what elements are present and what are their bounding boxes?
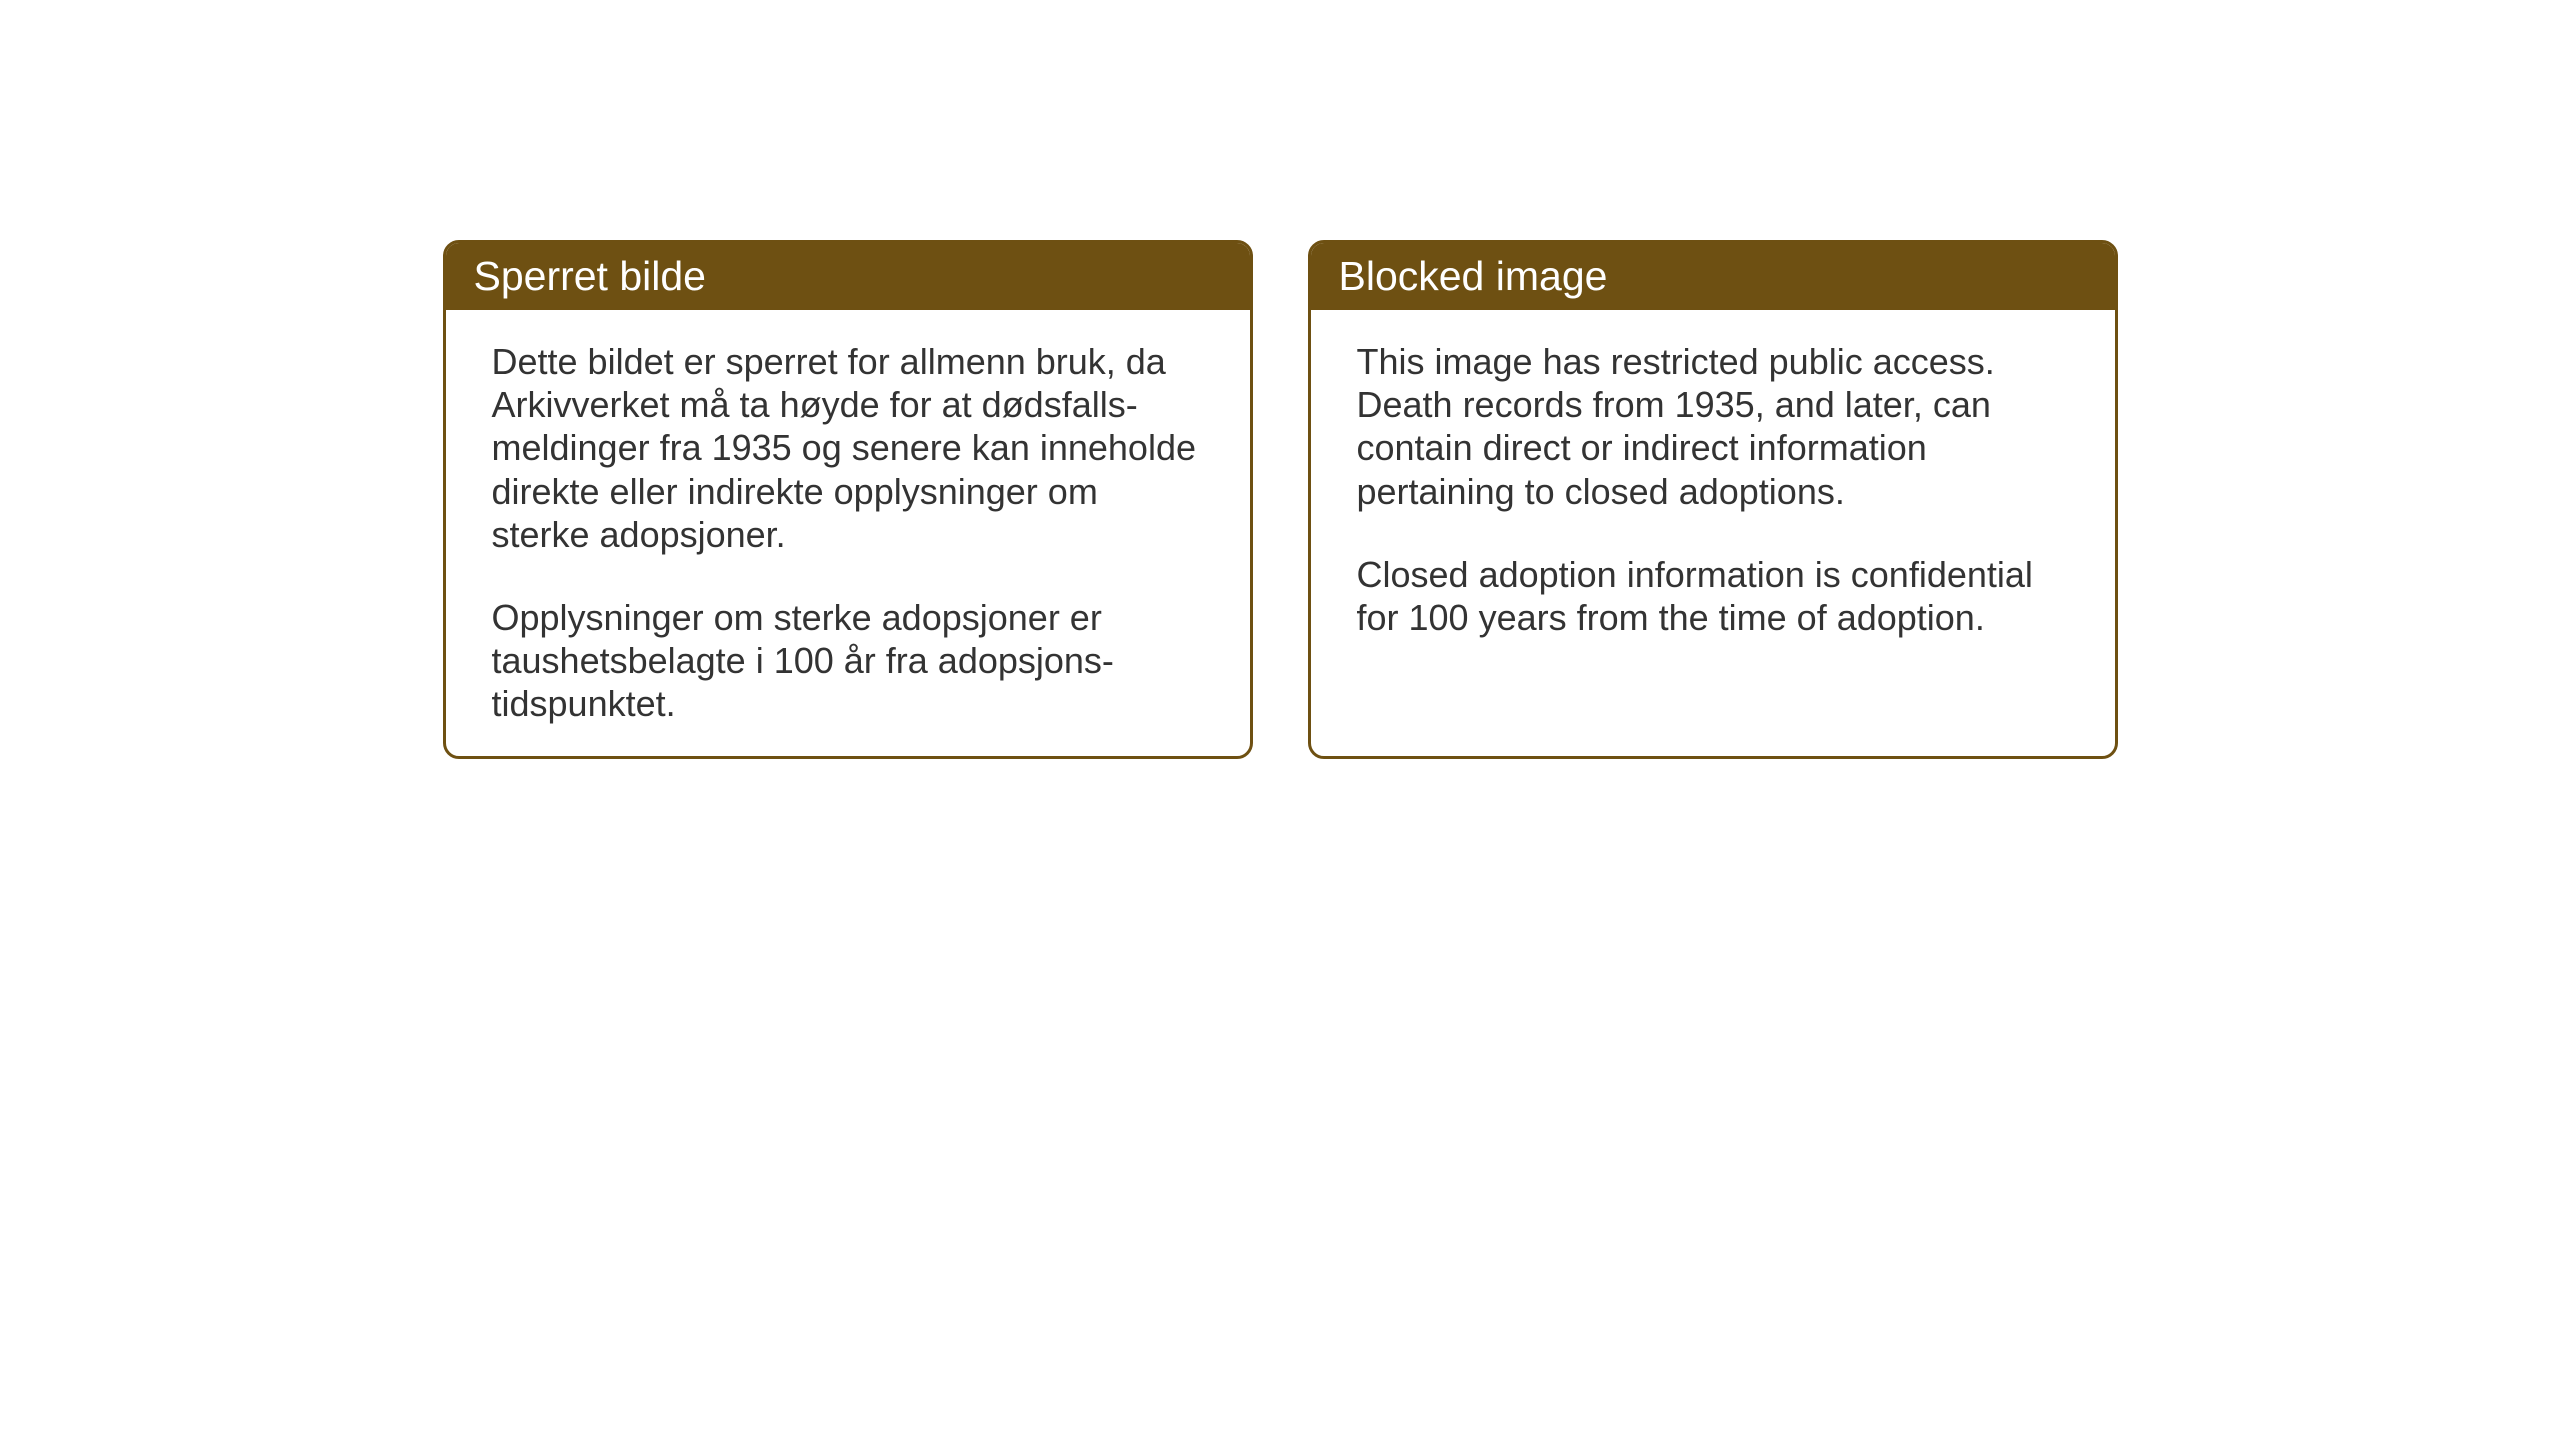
card-body-norwegian: Dette bildet er sperret for allmenn bruk… <box>446 310 1250 756</box>
notice-paragraph-1-en: This image has restricted public access.… <box>1357 340 2069 513</box>
notice-paragraph-1-no: Dette bildet er sperret for allmenn bruk… <box>492 340 1204 556</box>
card-header-english: Blocked image <box>1311 243 2115 310</box>
notice-card-norwegian: Sperret bilde Dette bildet er sperret fo… <box>443 240 1253 759</box>
notice-container: Sperret bilde Dette bildet er sperret fo… <box>443 240 2118 759</box>
card-header-norwegian: Sperret bilde <box>446 243 1250 310</box>
notice-paragraph-2-en: Closed adoption information is confident… <box>1357 553 2069 639</box>
card-body-english: This image has restricted public access.… <box>1311 310 2115 750</box>
notice-paragraph-2-no: Opplysninger om sterke adopsjoner er tau… <box>492 596 1204 726</box>
notice-card-english: Blocked image This image has restricted … <box>1308 240 2118 759</box>
